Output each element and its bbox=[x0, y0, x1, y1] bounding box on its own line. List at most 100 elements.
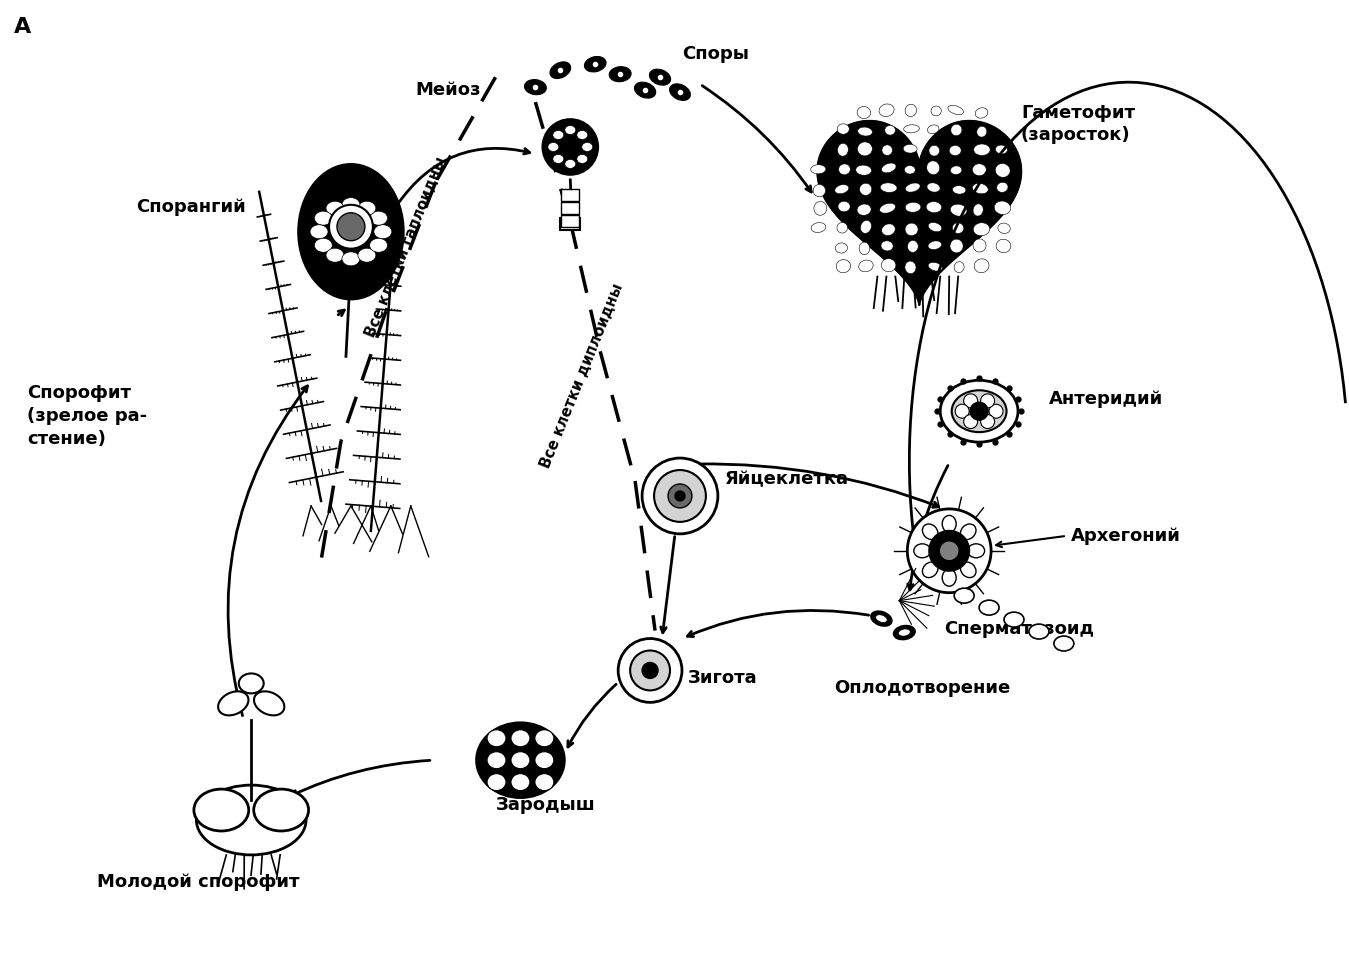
Ellipse shape bbox=[905, 261, 916, 274]
Ellipse shape bbox=[974, 259, 989, 273]
Ellipse shape bbox=[857, 107, 870, 118]
Text: Зигота: Зигота bbox=[688, 670, 758, 687]
Text: Зародыш: Зародыш bbox=[495, 796, 595, 814]
Ellipse shape bbox=[565, 160, 576, 168]
Ellipse shape bbox=[314, 238, 332, 252]
Ellipse shape bbox=[254, 789, 309, 831]
Ellipse shape bbox=[904, 144, 917, 153]
Ellipse shape bbox=[525, 80, 546, 95]
Ellipse shape bbox=[905, 105, 916, 116]
Ellipse shape bbox=[577, 131, 588, 139]
Ellipse shape bbox=[649, 69, 670, 86]
Ellipse shape bbox=[511, 752, 530, 769]
Ellipse shape bbox=[967, 544, 985, 557]
Ellipse shape bbox=[954, 261, 965, 273]
Ellipse shape bbox=[960, 524, 977, 539]
Ellipse shape bbox=[326, 248, 344, 262]
Ellipse shape bbox=[374, 225, 391, 238]
Ellipse shape bbox=[996, 163, 1010, 178]
Ellipse shape bbox=[923, 524, 938, 539]
Circle shape bbox=[337, 212, 364, 240]
Ellipse shape bbox=[927, 160, 940, 175]
Ellipse shape bbox=[927, 183, 940, 192]
Text: Яйцеклетка: Яйцеклетка bbox=[724, 470, 849, 488]
Ellipse shape bbox=[476, 723, 564, 798]
Ellipse shape bbox=[996, 239, 1010, 253]
Ellipse shape bbox=[859, 260, 873, 272]
Ellipse shape bbox=[881, 163, 896, 173]
FancyBboxPatch shape bbox=[561, 189, 579, 201]
Ellipse shape bbox=[997, 183, 1008, 192]
Ellipse shape bbox=[836, 223, 847, 234]
Ellipse shape bbox=[998, 223, 1010, 234]
Ellipse shape bbox=[905, 202, 921, 212]
Ellipse shape bbox=[950, 204, 967, 216]
Ellipse shape bbox=[835, 185, 849, 194]
Circle shape bbox=[654, 470, 706, 522]
Ellipse shape bbox=[219, 691, 248, 715]
Text: Все клетки диплоидны: Все клетки диплоидны bbox=[538, 282, 626, 471]
Circle shape bbox=[329, 205, 372, 249]
Ellipse shape bbox=[838, 143, 849, 157]
Circle shape bbox=[963, 414, 978, 429]
Ellipse shape bbox=[952, 223, 963, 234]
Ellipse shape bbox=[977, 126, 987, 137]
Ellipse shape bbox=[811, 223, 826, 233]
Circle shape bbox=[963, 394, 978, 407]
Circle shape bbox=[981, 394, 994, 407]
Ellipse shape bbox=[950, 239, 963, 253]
FancyBboxPatch shape bbox=[561, 214, 579, 227]
Ellipse shape bbox=[880, 203, 896, 213]
Ellipse shape bbox=[298, 164, 403, 299]
Ellipse shape bbox=[839, 164, 850, 175]
Ellipse shape bbox=[904, 165, 916, 174]
Ellipse shape bbox=[881, 259, 896, 272]
Ellipse shape bbox=[881, 183, 897, 192]
Ellipse shape bbox=[881, 241, 893, 251]
Ellipse shape bbox=[928, 222, 942, 232]
Ellipse shape bbox=[536, 774, 554, 791]
Circle shape bbox=[642, 662, 658, 678]
Ellipse shape bbox=[951, 166, 962, 175]
Ellipse shape bbox=[565, 126, 576, 135]
Ellipse shape bbox=[994, 201, 1010, 214]
Ellipse shape bbox=[904, 125, 919, 133]
Circle shape bbox=[674, 491, 685, 501]
Ellipse shape bbox=[813, 202, 827, 215]
Ellipse shape bbox=[975, 108, 987, 118]
Circle shape bbox=[929, 530, 969, 571]
FancyBboxPatch shape bbox=[560, 218, 580, 230]
Ellipse shape bbox=[669, 84, 691, 100]
Ellipse shape bbox=[553, 155, 564, 163]
Circle shape bbox=[618, 638, 683, 702]
Ellipse shape bbox=[951, 390, 1006, 432]
Ellipse shape bbox=[341, 252, 360, 266]
Ellipse shape bbox=[996, 145, 1008, 154]
Ellipse shape bbox=[923, 562, 938, 578]
Ellipse shape bbox=[811, 164, 826, 174]
Text: Спорангий: Спорангий bbox=[136, 198, 247, 216]
Text: Антеридий: Антеридий bbox=[1050, 390, 1163, 408]
Text: Сперматозоид: Сперматозоид bbox=[944, 620, 1094, 637]
Ellipse shape bbox=[836, 259, 851, 273]
Ellipse shape bbox=[952, 185, 966, 194]
Circle shape bbox=[970, 403, 987, 420]
Ellipse shape bbox=[548, 142, 558, 152]
Text: Споры: Споры bbox=[683, 45, 749, 63]
Ellipse shape bbox=[954, 588, 974, 604]
Text: Мейоз: Мейоз bbox=[415, 81, 482, 99]
Ellipse shape bbox=[838, 201, 850, 211]
Ellipse shape bbox=[973, 163, 986, 176]
Ellipse shape bbox=[942, 515, 956, 532]
Ellipse shape bbox=[357, 201, 376, 215]
Ellipse shape bbox=[973, 204, 983, 216]
Ellipse shape bbox=[487, 752, 506, 769]
Ellipse shape bbox=[239, 674, 263, 694]
Ellipse shape bbox=[1029, 624, 1050, 639]
Ellipse shape bbox=[357, 248, 376, 262]
Ellipse shape bbox=[634, 82, 656, 98]
Ellipse shape bbox=[882, 145, 893, 156]
Ellipse shape bbox=[893, 626, 915, 640]
Ellipse shape bbox=[871, 611, 892, 627]
FancyBboxPatch shape bbox=[561, 202, 579, 213]
